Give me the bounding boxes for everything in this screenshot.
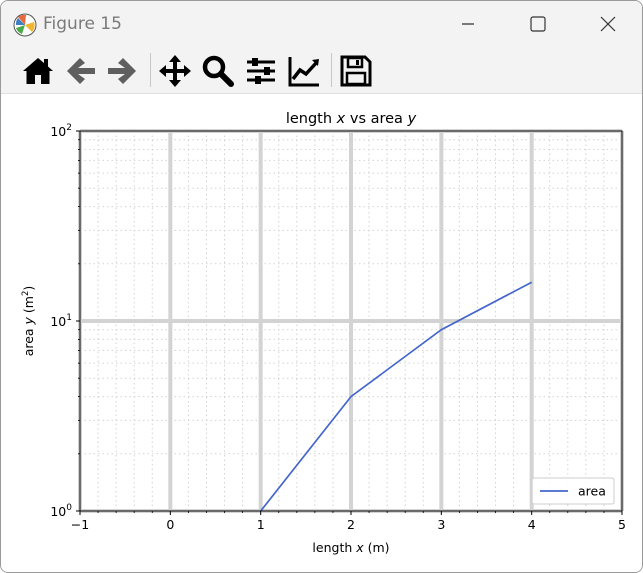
maximize-button[interactable] [515, 9, 561, 39]
x-tick-label: 4 [528, 517, 536, 532]
edit-axis-icon [288, 57, 319, 87]
series-line-area [260, 281, 533, 512]
configure-subplots-icon [247, 58, 275, 84]
home-button[interactable] [21, 54, 55, 88]
forward-button[interactable] [105, 54, 139, 88]
legend: area [531, 477, 615, 505]
y-tick-label: 101 [50, 313, 72, 329]
configure-subplots-button[interactable] [244, 54, 278, 88]
x-tick-label: 5 [618, 517, 626, 532]
x-tick-label: 3 [437, 517, 445, 532]
maximize-icon [530, 16, 546, 32]
zoom-magnifier-icon [202, 55, 234, 87]
y-axis-label: area y (m2) [21, 286, 36, 357]
back-arrow-icon [67, 58, 95, 84]
x-axis-ticks: −1 0 1 2 3 4 5 [71, 511, 626, 532]
y-tick-label: 100 [50, 503, 72, 519]
chart-title: length x vs area y [286, 111, 417, 127]
legend-label-area: area [578, 484, 606, 499]
y-axis-ticks: 100 101 102 [50, 123, 80, 519]
pan-button[interactable] [158, 54, 192, 88]
back-button[interactable] [64, 54, 98, 88]
navigation-toolbar [1, 47, 642, 94]
close-button[interactable] [585, 9, 631, 39]
y-tick-label: 102 [50, 123, 72, 139]
x-tick-label: 0 [166, 517, 174, 532]
minimize-button[interactable] [445, 9, 491, 39]
toolbar-separator [331, 53, 332, 87]
legend-box [531, 477, 615, 505]
home-icon [23, 58, 53, 84]
x-tick-label: −1 [71, 517, 89, 532]
toolbar-separator [150, 53, 151, 87]
zoom-button[interactable] [201, 54, 235, 88]
edit-axis-button[interactable] [287, 54, 321, 88]
figure-canvas[interactable]: −1 0 1 2 3 4 5 100 101 102 length x vs area y le… [1, 94, 642, 572]
x-tick-label: 1 [257, 517, 265, 532]
series-layer [260, 281, 533, 512]
window-title: Figure 15 [43, 14, 122, 34]
close-icon [600, 16, 616, 32]
x-tick-label: 2 [347, 517, 355, 532]
save-floppy-icon [340, 55, 372, 87]
forward-arrow-icon [108, 58, 136, 84]
title-bar[interactable]: Figure 15 [1, 1, 642, 47]
x-axis-label: length x (m) [312, 540, 389, 555]
minimize-icon [462, 23, 474, 25]
pan-move-icon [159, 55, 191, 87]
line-chart: −1 0 1 2 3 4 5 100 101 102 length x vs area y le… [21, 111, 626, 555]
app-logo-icon [13, 13, 37, 37]
save-button[interactable] [339, 54, 373, 88]
